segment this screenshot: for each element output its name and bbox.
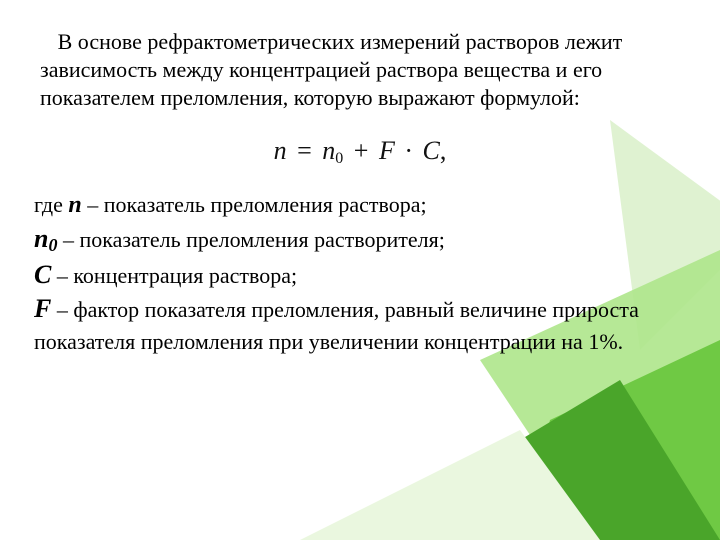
def-n: где n – показатель преломления раствора;	[34, 190, 680, 222]
formula-lhs: n	[274, 136, 287, 165]
var-C: C	[34, 260, 51, 289]
formula-F: F	[379, 136, 395, 165]
var-n0: n0	[34, 224, 57, 253]
var-F: F	[34, 294, 51, 323]
n0-desc: – показатель преломления растворителя;	[57, 227, 444, 252]
def-C: C – концентрация раствора;	[34, 258, 680, 292]
equals-sign: =	[293, 136, 316, 165]
formula-C: C	[423, 136, 440, 165]
definitions: где n – показатель преломления раствора;…	[34, 190, 680, 355]
formula-trailing: ,	[440, 136, 447, 165]
plus-sign: +	[350, 136, 373, 165]
f-desc: – фактор показателя преломления, равный …	[34, 297, 639, 353]
var-n: n	[68, 192, 81, 218]
formula-n0-sub: 0	[335, 150, 343, 167]
formula-n0-base: n	[322, 136, 335, 165]
formula: n = n0 + F · C,	[274, 136, 447, 165]
n-desc: – показатель преломления раствора;	[82, 192, 427, 217]
cdot: ·	[401, 136, 416, 165]
slide-content: В основе рефрактометрических измерений р…	[0, 0, 720, 356]
def-F: F – фактор показателя преломления, равны…	[34, 292, 680, 355]
intro-paragraph: В основе рефрактометрических измерений р…	[40, 28, 680, 112]
c-desc: – концентрация раствора;	[51, 263, 297, 288]
where-label: где	[34, 192, 68, 217]
var-n0-base: n	[34, 224, 48, 253]
def-n0: n0 – показатель преломления растворителя…	[34, 222, 680, 258]
formula-block: n = n0 + F · C,	[40, 136, 680, 168]
